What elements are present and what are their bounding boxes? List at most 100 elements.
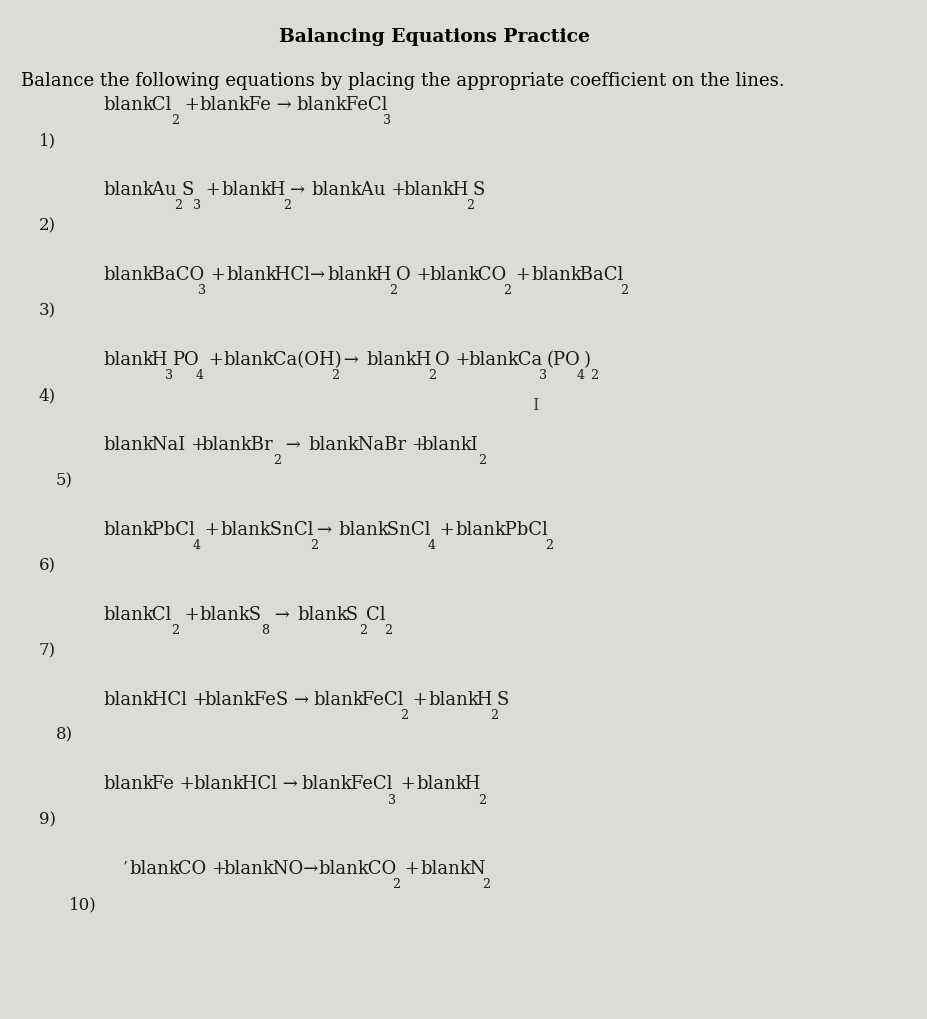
Text: PbCl: PbCl [146, 521, 195, 539]
Text: blank: blank [455, 521, 506, 539]
Text: +: + [202, 351, 229, 369]
Text: 2: 2 [388, 284, 397, 298]
Text: NaI +: NaI + [146, 436, 212, 453]
Text: blank: blank [427, 691, 478, 708]
Text: PO: PO [172, 351, 198, 369]
Text: 3: 3 [197, 284, 206, 298]
Text: SnCl: SnCl [381, 521, 430, 539]
Text: 2: 2 [428, 369, 436, 382]
Text: ): ) [583, 351, 590, 369]
Text: H: H [459, 775, 480, 794]
Text: 1): 1) [39, 132, 56, 150]
Text: 2: 2 [174, 200, 183, 212]
Text: O +: O + [435, 351, 476, 369]
Text: blank: blank [103, 181, 154, 199]
Text: Balancing Equations Practice: Balancing Equations Practice [279, 28, 590, 46]
Text: Fe +: Fe + [146, 775, 200, 794]
Text: blank: blank [103, 96, 154, 114]
Text: +: + [178, 96, 205, 114]
Text: PbCl: PbCl [498, 521, 547, 539]
Text: blank: blank [199, 605, 250, 624]
Text: →: → [280, 436, 306, 453]
Text: +: + [178, 605, 205, 624]
Text: 2: 2 [400, 708, 408, 721]
Text: +: + [399, 860, 425, 878]
Text: Br: Br [245, 436, 273, 453]
Text: blank: blank [428, 266, 479, 284]
Text: S: S [496, 691, 509, 708]
Text: 10): 10) [69, 897, 96, 914]
Text: N: N [464, 860, 485, 878]
Text: 8): 8) [56, 727, 73, 744]
Text: H: H [370, 266, 391, 284]
Text: 2: 2 [489, 708, 498, 721]
Text: (PO: (PO [546, 351, 579, 369]
Text: S: S [181, 181, 194, 199]
Text: Ca(OH): Ca(OH) [267, 351, 341, 369]
Text: blank: blank [311, 181, 362, 199]
Text: 4): 4) [39, 387, 56, 405]
Text: Cl: Cl [365, 605, 386, 624]
Text: 2: 2 [619, 284, 628, 298]
Text: I: I [531, 397, 538, 414]
Text: H: H [146, 351, 168, 369]
Text: blank: blank [337, 521, 388, 539]
Text: blank: blank [103, 436, 154, 453]
Text: blank: blank [297, 605, 348, 624]
Text: blank: blank [103, 605, 154, 624]
Text: Balance the following equations by placing the appropriate coefficient on the li: Balance the following equations by placi… [21, 72, 784, 90]
Text: 2: 2 [283, 200, 291, 212]
Text: Au: Au [146, 181, 177, 199]
Text: HCl→: HCl→ [269, 266, 331, 284]
Text: HCl →: HCl → [235, 775, 303, 794]
Text: 6): 6) [39, 557, 56, 574]
Text: 2: 2 [482, 878, 490, 892]
Text: 3: 3 [383, 114, 391, 127]
Text: blank: blank [193, 775, 244, 794]
Text: +: + [434, 521, 461, 539]
Text: 5): 5) [56, 472, 72, 489]
Text: NO→: NO→ [267, 860, 324, 878]
Text: 2: 2 [477, 794, 486, 807]
Text: 2: 2 [384, 624, 392, 637]
Text: S: S [473, 181, 485, 199]
Text: HCl +: HCl + [146, 691, 213, 708]
Text: 3: 3 [193, 200, 201, 212]
Text: 3): 3) [39, 303, 56, 319]
Text: ’: ’ [123, 860, 128, 874]
Text: 3: 3 [165, 369, 173, 382]
Text: 2: 2 [589, 369, 597, 382]
Text: blank: blank [420, 860, 471, 878]
Text: 4: 4 [196, 369, 203, 382]
Text: 2: 2 [273, 454, 281, 467]
Text: blank: blank [199, 96, 250, 114]
Text: blank: blank [223, 860, 274, 878]
Text: blank: blank [421, 436, 472, 453]
Text: FeCl: FeCl [339, 96, 387, 114]
Text: S: S [340, 605, 358, 624]
Text: BaCl: BaCl [574, 266, 623, 284]
Text: CO: CO [362, 860, 396, 878]
Text: H: H [447, 181, 468, 199]
Text: CO +: CO + [172, 860, 233, 878]
Text: blank: blank [530, 266, 581, 284]
Text: →: → [316, 521, 337, 539]
Text: Au +: Au + [354, 181, 412, 199]
Text: blank: blank [103, 351, 154, 369]
Text: blank: blank [301, 775, 352, 794]
Text: blank: blank [204, 691, 255, 708]
Text: +: + [199, 521, 226, 539]
Text: blank: blank [297, 96, 347, 114]
Text: blank: blank [366, 351, 417, 369]
Text: blank: blank [468, 351, 518, 369]
Text: blank: blank [129, 860, 180, 878]
Text: blank: blank [403, 181, 454, 199]
Text: blank: blank [221, 181, 272, 199]
Text: FeCl: FeCl [356, 691, 403, 708]
Text: +: + [509, 266, 536, 284]
Text: +: + [200, 181, 226, 199]
Text: 2: 2 [465, 200, 474, 212]
Text: 3: 3 [387, 794, 396, 807]
Text: blank: blank [223, 351, 274, 369]
Text: →: → [337, 351, 364, 369]
